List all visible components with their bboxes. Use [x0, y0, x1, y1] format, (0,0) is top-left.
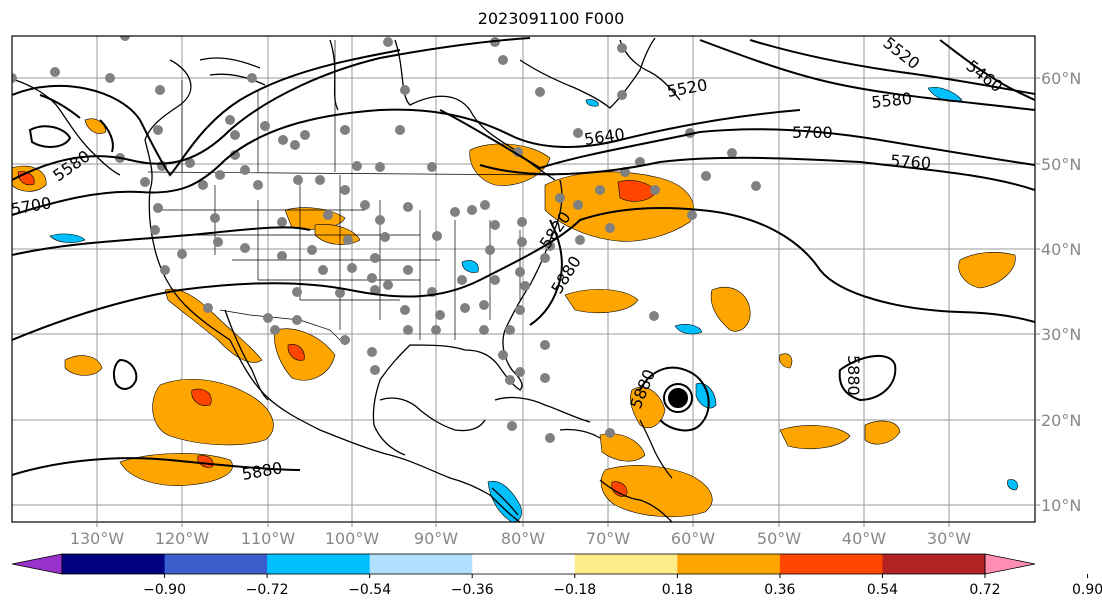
colorbar-segment — [369, 554, 473, 574]
lon-tick-label: 70°W — [586, 529, 630, 548]
colorbar-tick-label: −0.72 — [246, 582, 289, 598]
colorbar-tick-label: −0.90 — [143, 582, 186, 598]
contour-label: 5700 — [792, 123, 833, 142]
colorbar-tick-label: −0.18 — [553, 582, 596, 598]
colorbar-tick-label: −0.36 — [451, 582, 494, 598]
contour-label: 5700 — [9, 193, 52, 219]
lat-tick-label: 50°N — [1041, 155, 1081, 174]
colorbar-tick-label: 0.18 — [662, 582, 693, 598]
map-title: 2023091100 F000 — [477, 9, 625, 28]
contour-label: 5880 — [240, 458, 283, 484]
contour-label: 5640 — [583, 124, 626, 148]
contour-label: 5880 — [844, 355, 863, 396]
lat-tick-label: 10°N — [1041, 496, 1081, 515]
lon-tick-label: 60°W — [671, 529, 715, 548]
lon-tick-label: 110°W — [241, 529, 296, 548]
colorbar-extend-low — [11, 553, 63, 575]
lon-tick-label: 90°W — [414, 529, 458, 548]
lon-tick-label: 50°W — [757, 529, 801, 548]
colorbar-segment — [62, 554, 166, 574]
contour-label: 5760 — [890, 151, 932, 173]
lon-tick-label: 100°W — [325, 529, 380, 548]
political-borders — [147, 40, 556, 346]
colorbar-extend-high — [984, 553, 1036, 575]
colorbar-segment — [677, 554, 781, 574]
lat-tick-label: 30°N — [1041, 325, 1081, 344]
lon-tick-label: 130°W — [70, 529, 125, 548]
colorbar-tick-label: 0.90 — [1072, 582, 1102, 598]
contour-label: 5580 — [49, 146, 93, 185]
colorbar-segment — [472, 554, 576, 574]
lon-tick-label: 120°W — [155, 529, 210, 548]
colorbar: −0.90 −0.72 −0.54 −0.36 −0.18 0.18 0.36 0.54 0.7… — [11, 553, 1102, 598]
coastlines — [14, 37, 681, 522]
contour-label: 5520 — [880, 33, 924, 73]
lat-tick-label: 60°N — [1041, 69, 1081, 88]
lon-tick-label: 30°W — [927, 529, 971, 548]
lon-tick-label: 40°W — [842, 529, 886, 548]
contour-label: 5580 — [870, 89, 912, 112]
anomaly-shading — [12, 87, 1018, 522]
lat-tick-label: 40°N — [1041, 240, 1081, 259]
colorbar-tick-label: 0.72 — [969, 582, 1000, 598]
station-dots — [12, 36, 761, 443]
contour-label: 5520 — [665, 75, 708, 101]
colorbar-tick-label: −0.54 — [348, 582, 391, 598]
latitude-labels: 10°N 20°N 30°N 40°N 50°N 60°N — [1041, 69, 1081, 515]
longitude-labels: 130°W 120°W 110°W 100°W 90°W 80°W 70°W 6… — [70, 529, 971, 548]
colorbar-tick-label: 0.54 — [867, 582, 898, 598]
contour-label: 5460 — [963, 56, 1007, 96]
colorbar-segment — [882, 554, 986, 574]
contour-label: 5880 — [547, 253, 585, 298]
colorbar-segment — [164, 554, 268, 574]
colorbar-segment — [267, 554, 371, 574]
lon-tick-label: 80°W — [501, 529, 545, 548]
colorbar-tick-label: 0.36 — [764, 582, 795, 598]
colorbar-segment — [779, 554, 883, 574]
height-contours — [12, 37, 1035, 476]
colorbar-segment — [574, 554, 678, 574]
lat-tick-label: 20°N — [1041, 411, 1081, 430]
